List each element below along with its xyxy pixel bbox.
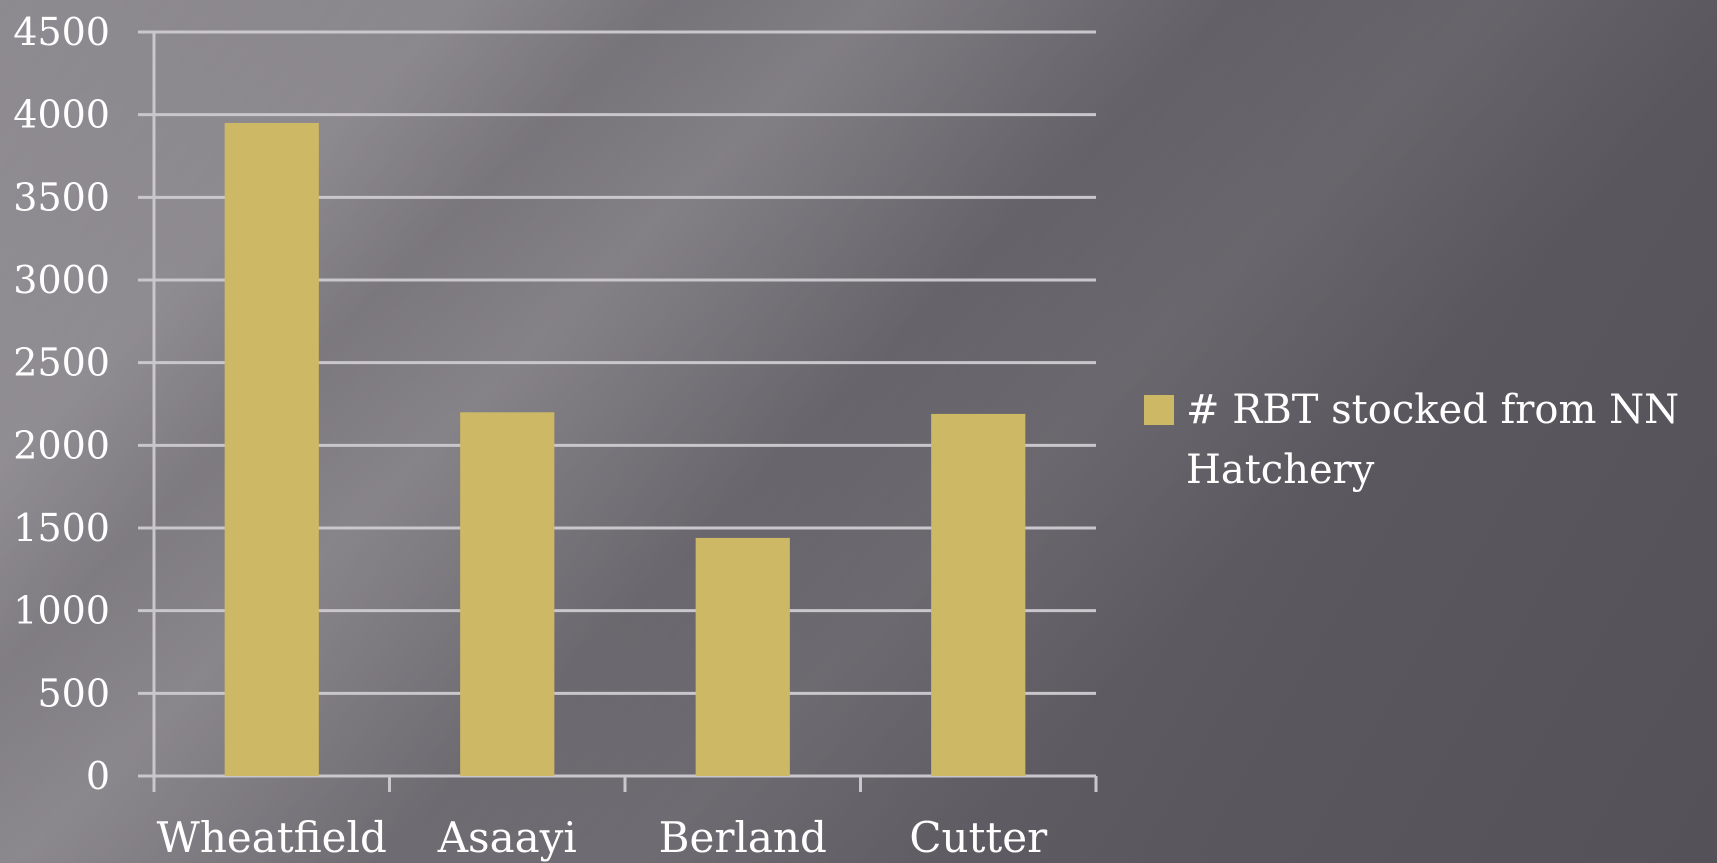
bar-asaayi	[460, 412, 555, 776]
legend-swatch	[1144, 395, 1174, 425]
bars	[224, 122, 1026, 776]
y-tick-label: 0	[86, 754, 110, 798]
x-category-label: Wheatfield	[157, 813, 387, 862]
y-tick-label: 2500	[13, 341, 110, 385]
legend-label: # RBT stocked from NN Hatchery	[1186, 387, 1680, 493]
y-tick-label: 3500	[13, 175, 110, 219]
bar-wheatfield	[224, 122, 319, 776]
y-tick-label: 4500	[13, 10, 110, 54]
x-category-label: Asaayi	[437, 813, 577, 862]
y-tick-labels: 0 500 1000 1500 2000 2500 3000 3500 4000 4500	[13, 10, 110, 798]
x-category-label: Berland	[659, 813, 827, 862]
y-tick-label: 2000	[13, 423, 110, 467]
x-category-labels: Wheatfield Asaayi Berland Cutter	[157, 813, 1048, 862]
y-tick-label: 500	[37, 671, 110, 715]
y-tick-label: 4000	[13, 93, 110, 137]
bar-cutter	[931, 413, 1026, 776]
x-category-label: Cutter	[909, 813, 1048, 862]
y-tick-label: 3000	[13, 258, 110, 302]
y-tick-label: 1000	[13, 589, 110, 633]
bar-berland	[695, 537, 790, 776]
legend: # RBT stocked from NN Hatchery	[1144, 380, 1704, 500]
y-tick-label: 1500	[13, 506, 110, 550]
